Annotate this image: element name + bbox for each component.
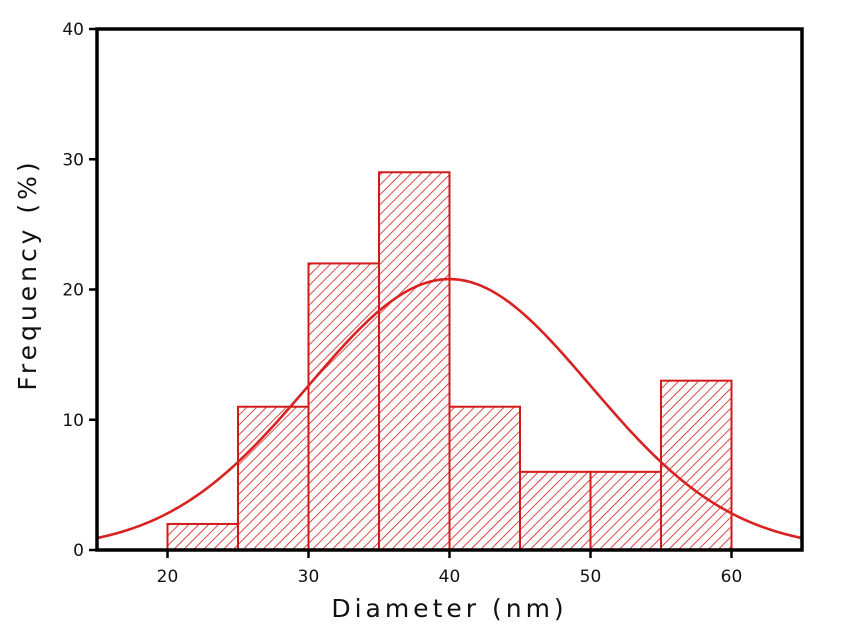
x-tick-label-3: 50 [580,567,602,587]
y-tick-label-0: 0 [73,541,84,561]
x-tick-label-4: 60 [721,567,743,587]
x-axis-ticks: 20 30 40 50 60 [157,550,743,587]
histogram-bar-4 [448,405,521,551]
y-axis-ticks: 0 10 20 30 40 [62,20,97,561]
histogram-bar-3 [378,171,451,551]
histogram-bars [166,171,733,552]
y-tick-label-2: 20 [62,281,84,301]
x-tick-label-2: 40 [439,567,461,587]
histogram-bar-0 [166,522,239,552]
histogram-bar-2 [307,262,380,551]
x-axis-title: Diameter (nm) [331,594,567,623]
y-axis-title: Frequency (%) [13,158,42,390]
y-tick-label-1: 10 [62,411,84,431]
x-tick-label-1: 30 [298,567,320,587]
histogram-bar-6 [589,470,662,552]
x-tick-label-0: 20 [157,567,179,587]
y-tick-label-4: 40 [62,20,84,40]
histogram-bar-7 [660,379,733,551]
y-tick-label-3: 30 [62,150,84,170]
histogram-bar-1 [237,405,310,551]
histogram-bar-5 [519,470,592,552]
gaussian-fit-curve [96,277,803,540]
